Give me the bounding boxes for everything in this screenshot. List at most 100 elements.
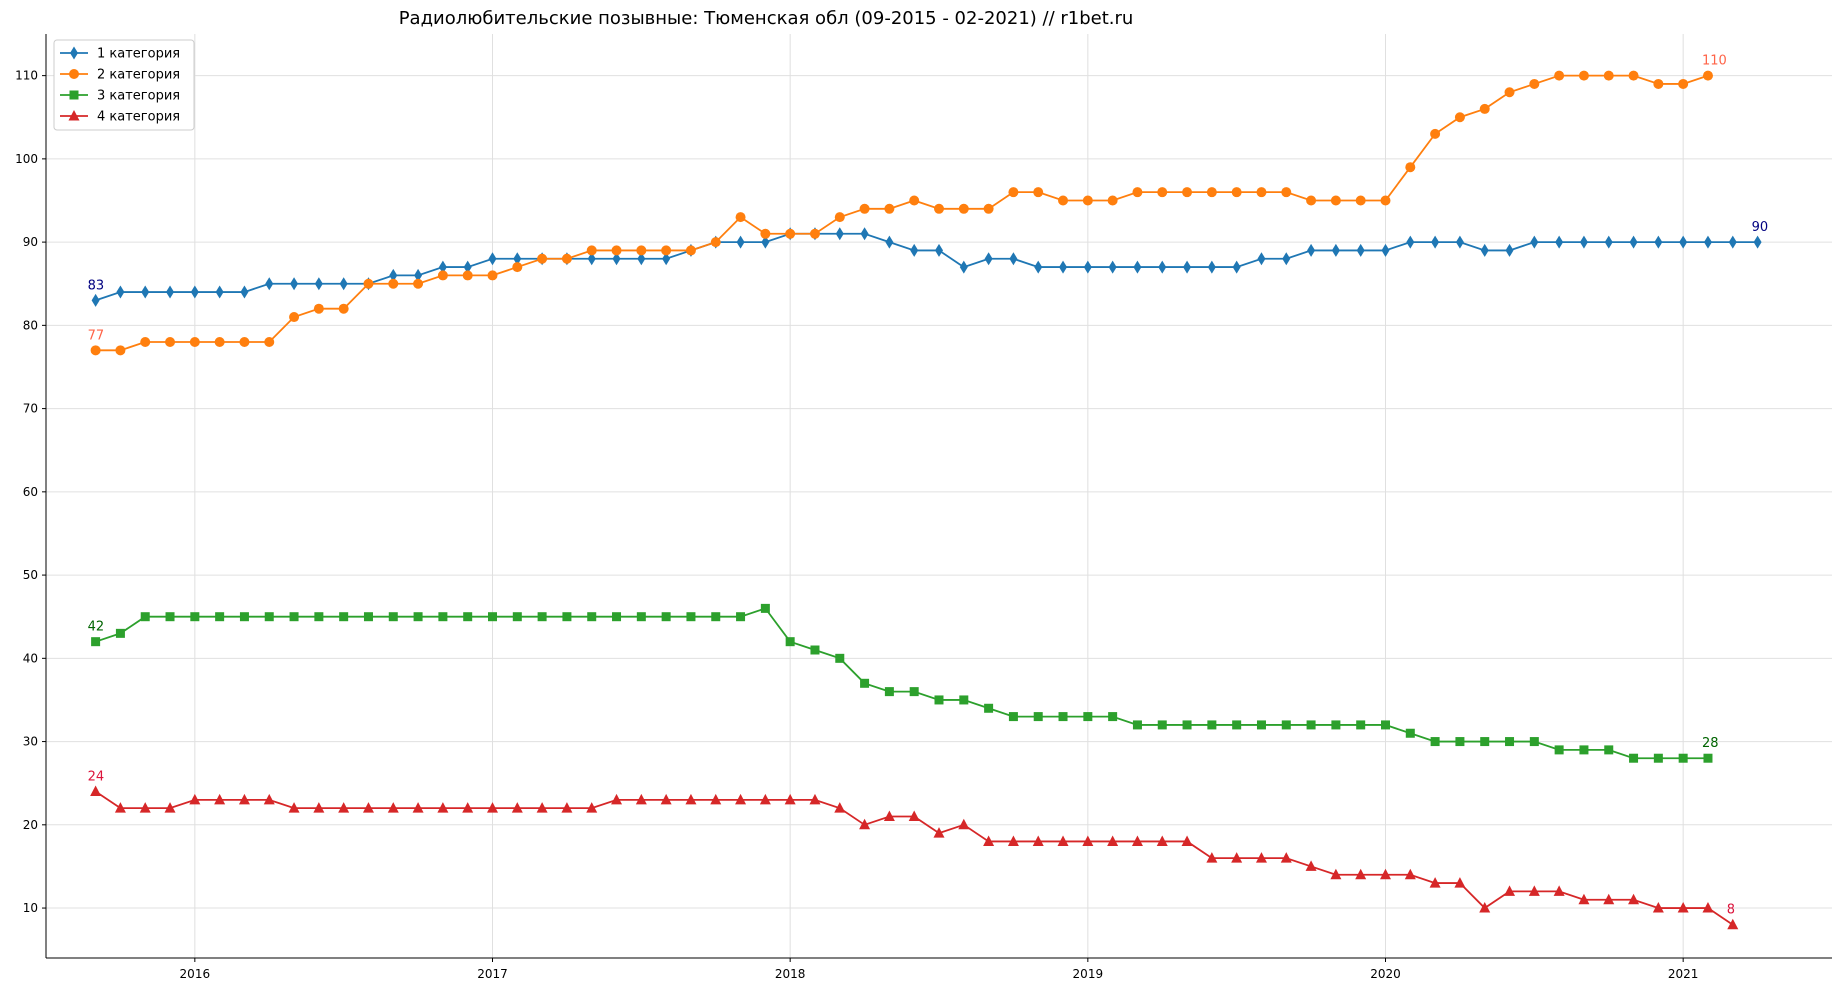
data-point: [909, 195, 920, 206]
x-tick-label: 2020: [1370, 967, 1401, 981]
data-point: [512, 612, 522, 622]
data-point: [1256, 720, 1266, 730]
data-point: [363, 612, 373, 622]
data-point: [1505, 243, 1514, 257]
data-point: [239, 612, 249, 622]
data-point: [288, 802, 300, 813]
data-point: [437, 270, 448, 281]
data-point: [587, 252, 596, 266]
data-point: [463, 612, 473, 622]
data-point: [1182, 187, 1193, 198]
data-point: [859, 818, 871, 830]
start-value-label: 83: [88, 278, 105, 293]
data-point: [1678, 753, 1688, 763]
data-point: [884, 203, 895, 214]
data-point: [363, 278, 374, 289]
data-point: [1280, 852, 1292, 863]
data-point: [860, 227, 869, 241]
data-point: [1182, 720, 1192, 730]
data-point: [1306, 720, 1316, 730]
data-point: [438, 612, 448, 622]
data-point: [1702, 902, 1714, 913]
data-point: [635, 793, 647, 805]
data-point: [289, 612, 299, 622]
data-point: [1331, 720, 1341, 730]
data-point: [1082, 835, 1094, 846]
y-tick-label: 100: [15, 152, 38, 166]
data-point: [240, 285, 249, 299]
data-point: [1728, 235, 1737, 249]
data-point: [90, 345, 101, 356]
data-point: [1181, 835, 1193, 846]
data-point: [1603, 70, 1614, 81]
y-tick-label: 40: [23, 651, 38, 665]
data-point: [214, 337, 225, 347]
data-point: [884, 687, 894, 697]
data-point: [983, 203, 994, 214]
data-point: [562, 612, 572, 622]
data-point: [1033, 712, 1043, 722]
data-point: [1604, 745, 1614, 755]
y-tick-label: 80: [23, 318, 38, 332]
legend: 1 категория 2 категория 3 категория 4 катег…: [53, 39, 195, 131]
data-point: [1505, 737, 1515, 747]
data-point: [860, 678, 870, 688]
data-point: [959, 260, 968, 274]
data-point: [413, 278, 424, 289]
data-point: [263, 793, 275, 805]
data-point: [686, 612, 696, 622]
y-tick-label: 20: [23, 818, 38, 832]
data-point: [387, 802, 399, 813]
data-point: [1158, 260, 1167, 274]
legend-label: 3 категория: [97, 89, 180, 104]
data-point: [90, 785, 102, 797]
data-point: [1306, 195, 1317, 206]
data-point: [1058, 195, 1069, 206]
data-point: [1207, 260, 1216, 274]
data-point: [1702, 70, 1713, 81]
legend-box: [53, 39, 195, 131]
start-value-label: 77: [88, 328, 105, 343]
data-point: [1132, 720, 1142, 730]
data-point: [1057, 835, 1069, 846]
x-tick-label: 2021: [1668, 967, 1699, 981]
data-point: [809, 793, 821, 805]
data-point: [933, 827, 945, 838]
data-point: [1108, 712, 1118, 722]
data-point: [1628, 70, 1639, 81]
data-point: [1604, 235, 1613, 249]
data-point: [389, 268, 398, 282]
data-point: [1330, 868, 1342, 880]
data-point: [1231, 187, 1242, 198]
data-point: [586, 802, 598, 813]
data-point: [115, 345, 126, 356]
end-labels: 83 90 77 110 42 28 24 8: [88, 54, 1769, 918]
data-point: [835, 227, 844, 241]
data-point: [1356, 720, 1366, 730]
data-point: [661, 245, 672, 256]
data-point: [1232, 720, 1242, 730]
data-point: [1034, 260, 1043, 274]
data-point: [1107, 195, 1118, 206]
series-1: [91, 227, 1762, 307]
data-point: [1578, 70, 1589, 81]
data-point: [958, 203, 969, 214]
data-point: [1405, 728, 1415, 738]
data-point: [313, 802, 325, 813]
data-point: [264, 337, 275, 347]
data-point: [1133, 260, 1142, 274]
legend-marker: [70, 46, 78, 60]
legend-label: 2 категория: [97, 68, 180, 83]
data-point: [1331, 243, 1340, 257]
y-tick-label: 110: [15, 69, 38, 83]
data-point: [1007, 835, 1019, 846]
data-point: [1653, 78, 1664, 89]
data-point: [1530, 235, 1539, 249]
data-point: [166, 285, 175, 299]
data-point: [1032, 835, 1044, 846]
data-point: [885, 235, 894, 249]
data-point: [1157, 187, 1168, 198]
data-point: [1654, 235, 1663, 249]
data-point: [637, 252, 646, 266]
data-point: [1554, 70, 1565, 81]
